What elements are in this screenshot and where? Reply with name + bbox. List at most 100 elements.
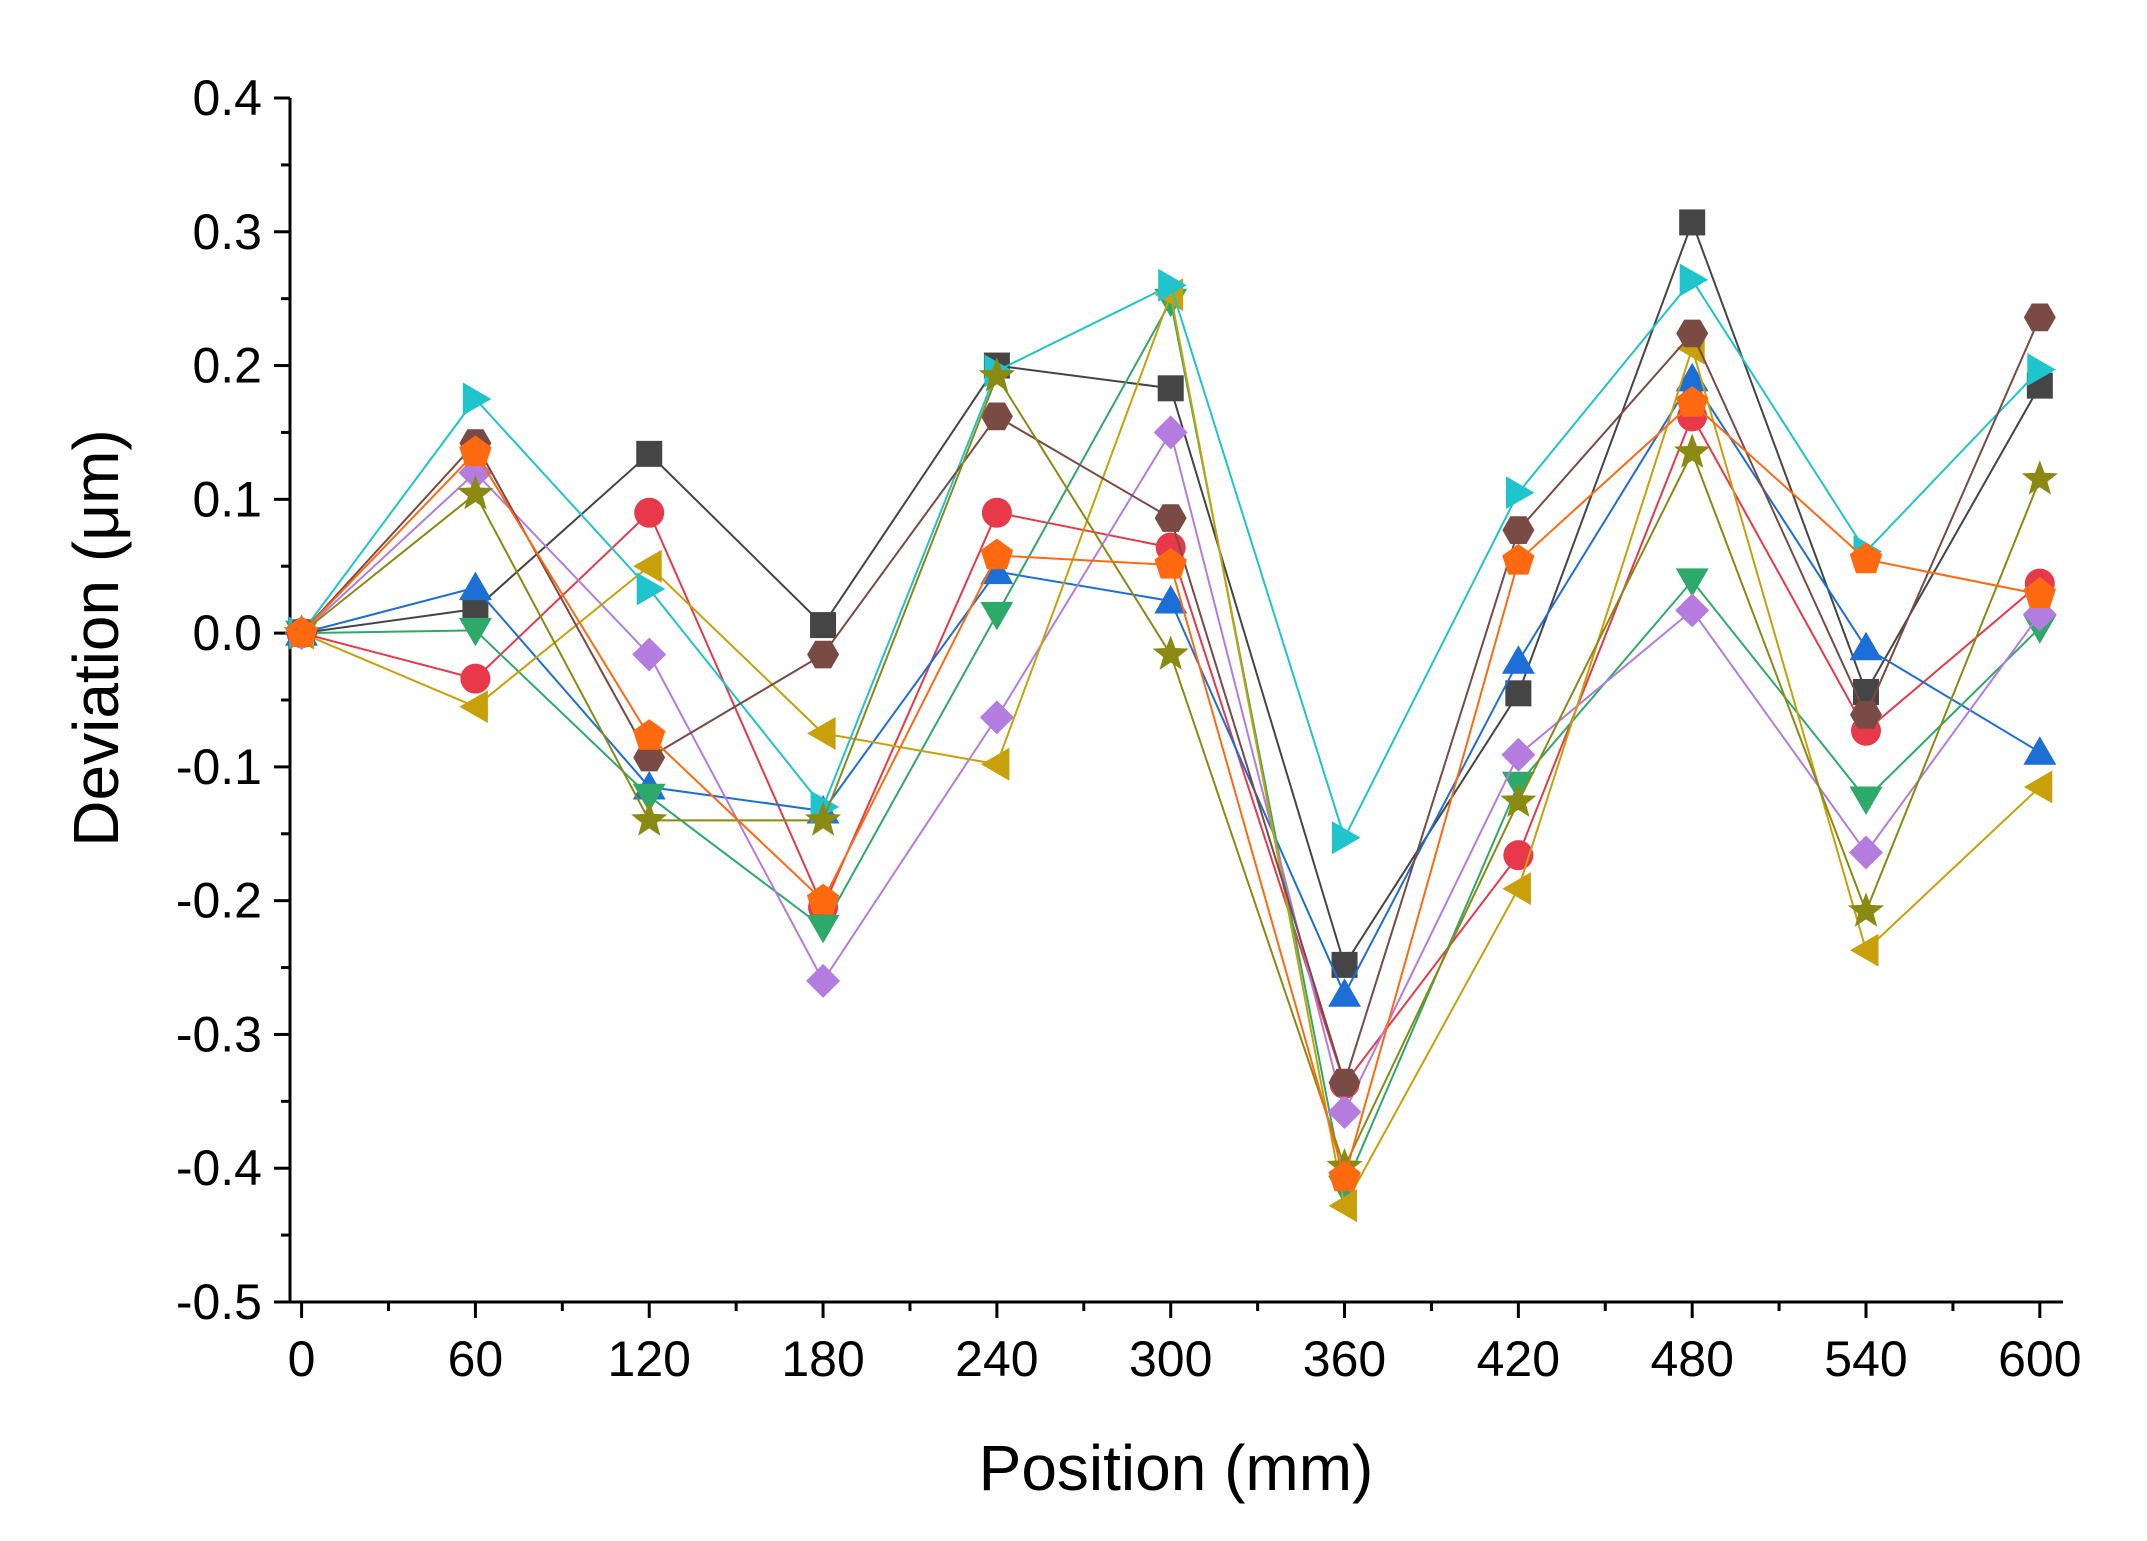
data-point-marker [457,475,494,510]
data-point-marker [980,747,1010,781]
series-series-10 [285,386,2056,1192]
data-point-marker [1679,263,1709,297]
x-tick-label: 240 [955,1331,1038,1387]
x-tick-label: 540 [1824,1331,1907,1387]
data-point-marker [2027,353,2056,386]
data-point-marker [805,801,842,836]
axes: -0.5 -0.4 -0.3 -0.2 -0.1 0.0 0.1 0.2 0.3 0.4 0 60 12… [176,70,2082,1387]
y-tick-label: 0.3 [192,204,262,260]
data-point-marker [1328,1068,1361,1097]
data-point-marker [1502,516,1535,544]
data-point-marker [806,914,840,944]
data-point-marker [1675,362,1709,392]
data-point-marker [1502,543,1535,575]
x-tick-label: 300 [1129,1331,1212,1387]
series-series-3 [285,362,2057,1007]
data-point-marker [462,596,489,623]
data-point-marker [1679,209,1706,236]
data-point-marker [1850,700,1882,729]
y-tick-label: 0.1 [192,471,262,527]
data-point-marker [980,555,1014,585]
data-point-marker [1328,1189,1357,1223]
y-tick-label: -0.2 [176,873,262,929]
data-point-marker [981,497,1012,528]
y-tick-label: -0.1 [176,739,262,795]
data-point-marker [632,637,667,672]
y-tick-label: -0.5 [176,1274,262,1330]
data-point-marker [1328,1160,1361,1192]
data-point-marker [631,801,668,836]
data-point-marker [633,549,662,583]
data-point-marker [1328,978,1361,1007]
data-point-marker [1505,476,1535,510]
x-tick-label: 600 [1998,1331,2081,1387]
data-point-marker [1501,645,1535,674]
x-tick-label: 120 [608,1331,691,1387]
x-tick-label: 180 [781,1331,864,1387]
data-point-marker [1157,375,1184,402]
data-point-marker [459,617,492,647]
data-point-marker [1847,892,1885,927]
data-point-marker [1850,933,1879,967]
x-axis-title: Position (mm) [979,1432,1374,1504]
data-point-marker [1849,631,1883,661]
y-axis-title: Deviation (μm) [60,429,132,846]
series-layer [283,209,2058,1223]
data-point-marker [1152,635,1189,670]
data-point-marker [980,601,1014,631]
x-tick-label: 480 [1650,1331,1733,1387]
data-point-marker [2023,736,2057,765]
data-point-marker [2023,303,2056,332]
data-point-marker [806,963,841,998]
data-point-marker [462,382,492,416]
data-point-marker [2023,577,2056,609]
data-point-marker [1853,678,1879,705]
data-point-marker [636,440,663,467]
y-tick-label: 0.0 [192,605,262,661]
x-tick-label: 360 [1303,1331,1386,1387]
data-point-marker [1849,835,1883,870]
data-point-marker [807,640,840,669]
x-tick-label: 0 [288,1331,316,1387]
data-point-marker [459,435,492,467]
data-point-marker [1332,821,1361,855]
data-point-marker [1153,415,1188,450]
data-point-marker [1675,593,1710,628]
data-point-marker [1676,386,1709,417]
data-point-marker [459,690,488,724]
data-point-marker [633,719,666,750]
data-point-marker [810,612,837,639]
data-point-marker [806,883,840,915]
data-point-marker [978,357,1015,392]
y-tick-label: 0.4 [192,70,262,126]
data-point-marker [459,571,492,601]
data-point-marker [1675,568,1709,597]
series-line [301,377,2041,997]
data-point-marker [1327,1095,1362,1129]
data-point-marker [1502,872,1531,906]
data-point-marker [1674,433,1711,468]
data-point-marker [1849,786,1883,815]
data-point-marker [636,572,666,606]
data-point-marker [634,497,665,528]
data-point-marker [1500,782,1537,817]
data-point-marker [1849,542,1883,574]
data-point-marker [979,700,1014,735]
series-series-6 [285,278,2053,1223]
x-tick-label: 420 [1477,1331,1560,1387]
data-point-marker [2023,770,2053,804]
data-point-marker [1154,504,1187,532]
data-point-marker [460,663,491,694]
data-point-marker [1154,585,1188,614]
data-point-marker [285,616,318,647]
data-point-marker [632,783,666,813]
data-point-marker [1676,319,1709,348]
data-point-marker [1501,737,1536,772]
data-point-marker [2021,460,2058,495]
y-tick-label: 0.2 [192,338,262,394]
data-point-marker [980,538,1014,570]
data-point-marker [1158,268,1187,302]
data-point-marker [1154,547,1187,579]
